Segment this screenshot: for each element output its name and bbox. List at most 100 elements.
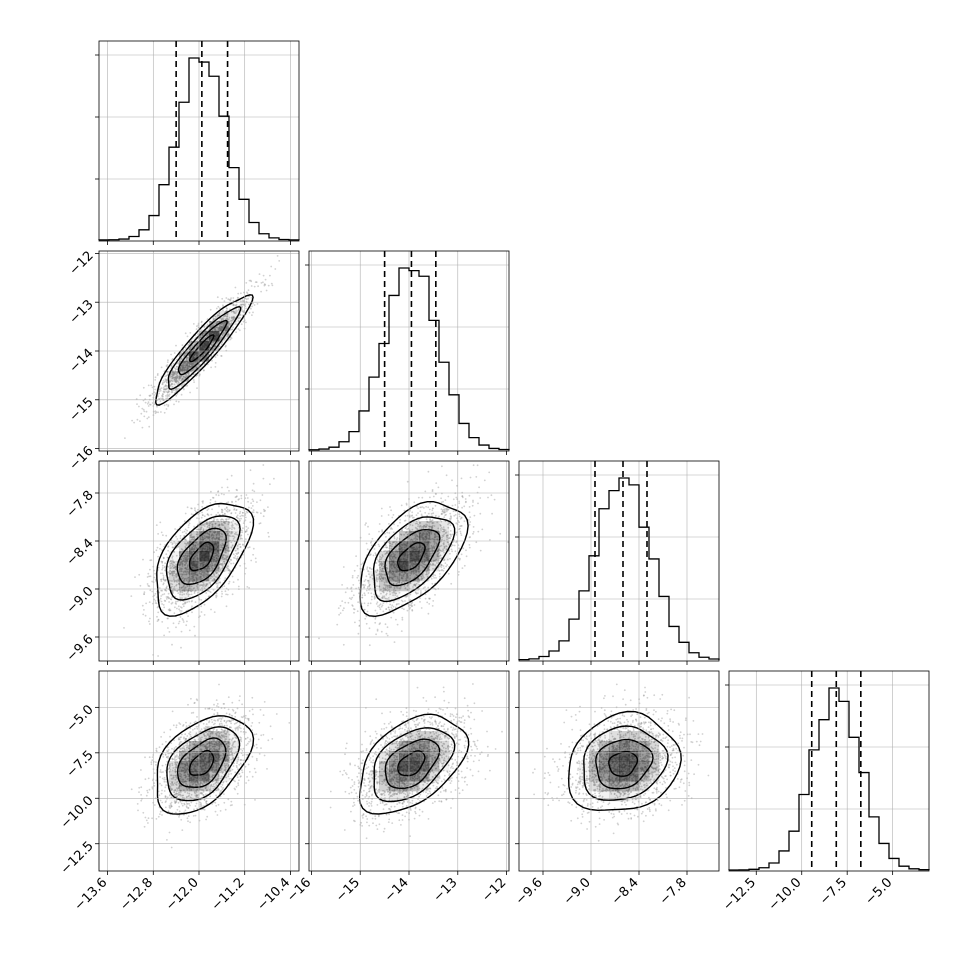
scatter-point — [184, 376, 187, 378]
scatter-point — [370, 544, 373, 547]
scatter-point — [190, 340, 193, 343]
scatter-point — [446, 534, 448, 537]
scatter-point — [234, 323, 237, 325]
scatter-point — [468, 506, 471, 508]
scatter-point — [172, 371, 175, 373]
scatter-point — [172, 376, 175, 379]
scatter-point — [181, 590, 184, 592]
scatter-point — [420, 561, 423, 564]
scatter-point — [188, 362, 191, 364]
scatter-point — [431, 489, 434, 491]
scatter-point — [374, 618, 377, 620]
scatter-point — [203, 576, 206, 579]
axes-frame — [518, 460, 720, 662]
scatter-point — [220, 563, 223, 565]
scatter-point — [161, 603, 164, 605]
scatter-point — [226, 545, 229, 547]
scatter-point — [395, 563, 397, 565]
scatter-point — [153, 576, 156, 579]
scatter-point — [206, 513, 209, 516]
scatter-point — [219, 526, 222, 529]
scatter-point — [197, 344, 199, 347]
scatter-point — [181, 366, 184, 368]
scatter-point — [211, 341, 214, 343]
scatter-point — [180, 575, 183, 578]
scatter-point — [228, 316, 231, 319]
scatter-point — [393, 536, 396, 538]
scatter-point — [199, 538, 202, 540]
scatter-point — [160, 387, 163, 390]
scatter-point — [397, 579, 400, 581]
scatter-point — [186, 361, 189, 363]
scatter-point — [197, 528, 199, 531]
scatter-point — [418, 572, 421, 574]
density-cell — [229, 531, 240, 542]
scatter-point — [390, 509, 392, 512]
scatter-point — [227, 523, 230, 526]
scatter-point — [201, 535, 203, 538]
scatter-point — [220, 595, 223, 598]
scatter-point — [432, 512, 435, 515]
y-tick-label: −8.4 — [64, 536, 97, 569]
histogram-step-line — [728, 687, 930, 871]
scatter-point — [199, 578, 202, 581]
axes-frame — [308, 250, 510, 452]
scatter-point — [219, 329, 221, 332]
scatter-point — [391, 592, 394, 594]
scatter-point — [239, 510, 242, 513]
scatter-point — [429, 555, 431, 557]
scatter-point — [168, 608, 171, 611]
scatter-point — [235, 552, 238, 555]
panel-content — [123, 464, 275, 657]
scatter-point — [169, 609, 172, 612]
scatter-point — [193, 587, 196, 589]
scatter-point — [182, 573, 184, 576]
scatter-point — [215, 322, 218, 324]
scatter-point — [148, 425, 151, 428]
scatter-point — [160, 600, 163, 603]
scatter-point — [417, 592, 419, 595]
scatter-point — [221, 590, 223, 593]
scatter-point — [229, 320, 232, 323]
scatter-point — [190, 533, 193, 536]
scatter-point — [419, 532, 421, 535]
scatter-point — [211, 359, 213, 362]
scatter-point — [212, 520, 215, 522]
scatter-point — [217, 524, 220, 526]
scatter-point — [231, 319, 234, 322]
scatter-point — [195, 528, 198, 531]
scatter-point — [441, 510, 444, 513]
scatter-point — [405, 595, 408, 598]
contour-line — [165, 515, 241, 601]
scatter-point — [195, 574, 198, 576]
scatter-point — [225, 544, 228, 547]
scatter-point — [167, 549, 170, 552]
scatter-point — [362, 562, 364, 564]
scatter-point — [424, 490, 427, 493]
scatter-point — [193, 536, 195, 539]
scatter-point — [203, 535, 206, 537]
scatter-point — [191, 600, 194, 602]
scatter-point — [217, 537, 220, 539]
scatter-point — [374, 596, 376, 599]
scatter-point — [225, 317, 228, 320]
scatter-point — [255, 511, 258, 514]
scatter-point — [446, 538, 448, 541]
density-cell — [199, 521, 210, 532]
scatter-point — [250, 502, 253, 504]
scatter-point — [234, 549, 237, 552]
scatter-point — [399, 549, 401, 551]
scatter-point — [389, 570, 392, 573]
scatter-point — [428, 569, 431, 571]
scatter-point — [201, 511, 204, 514]
scatter-point — [166, 596, 169, 599]
scatter-point — [211, 329, 214, 332]
scatter-point — [218, 536, 221, 539]
scatter-point — [171, 590, 174, 593]
scatter-point — [424, 552, 427, 554]
scatter-point — [189, 541, 192, 543]
scatter-point — [238, 518, 241, 520]
scatter-point — [231, 316, 234, 319]
scatter-point — [418, 570, 420, 573]
scatter-point — [392, 559, 395, 562]
